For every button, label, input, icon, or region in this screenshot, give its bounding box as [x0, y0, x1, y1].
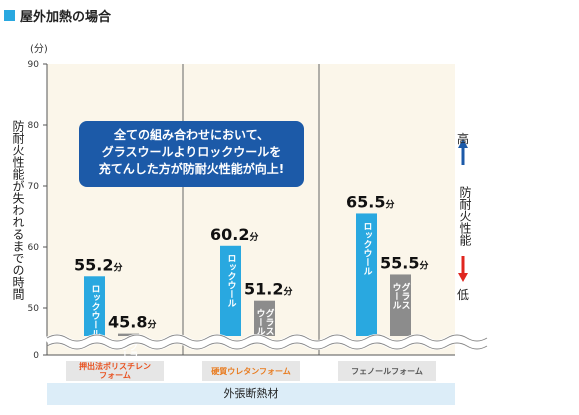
up-arrow-icon [458, 139, 468, 148]
data-label: 60.2分 [210, 225, 259, 244]
axis-break-line [46, 342, 488, 350]
annotation-callout: 全ての組み合わせにおいて、 グラスウールよりロックウールを 充てんした方が防耐火… [79, 121, 304, 187]
bar-name-label: ウール [119, 342, 130, 369]
bar-name-label: ロックウール [90, 284, 101, 338]
bar-name-label: ウール [391, 282, 402, 309]
section-title: 屋外加熱の場合 [20, 9, 112, 25]
plot-background [47, 64, 455, 355]
scale-low-label: 低 [457, 288, 470, 302]
data-label: 65.5分 [346, 192, 395, 211]
y-tick-label: 70 [28, 182, 40, 192]
bar-name-label: ウール [255, 309, 266, 336]
category-box [66, 361, 164, 381]
category-label: フェノールフォーム [351, 367, 423, 376]
axis-break-line [46, 334, 488, 342]
bar [118, 333, 139, 336]
category-label: 押出法ポリスチレン [79, 361, 151, 371]
axis-break-mask [44, 334, 490, 350]
data-label: 51.2分 [244, 280, 293, 299]
category-box [338, 361, 436, 381]
y-tick-label: 0 [33, 351, 39, 361]
data-label: 55.2分 [74, 255, 123, 274]
scale-label: 防耐火性能 [458, 186, 472, 246]
scale-high-label: 高 [457, 132, 470, 146]
annotation-line: 全ての組み合わせにおいて、 [113, 128, 270, 142]
annotation-line: 充てんした方が防耐火性能が向上! [98, 162, 285, 176]
scale-arrows [458, 139, 468, 282]
y-tick-label: 60 [28, 243, 40, 253]
bar [390, 274, 411, 336]
data-label: 45.8分 [108, 313, 157, 332]
category-box [202, 361, 300, 381]
down-arrow-icon [458, 273, 468, 282]
y-tick-label: 80 [28, 121, 40, 131]
bar [84, 276, 105, 336]
bar-name-label: グラス [128, 341, 139, 369]
performance-scale: 高 防耐火性能 低 [455, 130, 475, 302]
bar-name-label: ロックウール [226, 254, 237, 308]
data-label: 55.5分 [380, 253, 429, 272]
category-label: フォーム [99, 371, 131, 380]
bar [254, 300, 275, 336]
y-axis-unit: (分) [30, 44, 48, 55]
category-label: 硬質ウレタンフォーム [211, 366, 291, 376]
annotation-line: グラスウールよりロックウールを [101, 145, 282, 159]
y-tick-label: 90 [28, 60, 40, 70]
header-square-icon [4, 9, 15, 21]
bar [356, 213, 377, 336]
y-axis-label: 防耐火性能が失われるまでの時間 [11, 120, 25, 300]
bar-name-label: グラス [264, 308, 275, 336]
section-header: 屋外加熱の場合 [4, 6, 112, 25]
x-axis-label: 外張断熱材 [47, 383, 455, 405]
y-tick-label: 50 [28, 304, 40, 314]
bar [220, 245, 241, 336]
bar-name-label: ロックウール [362, 221, 373, 275]
bar-name-label: グラス [400, 281, 411, 309]
